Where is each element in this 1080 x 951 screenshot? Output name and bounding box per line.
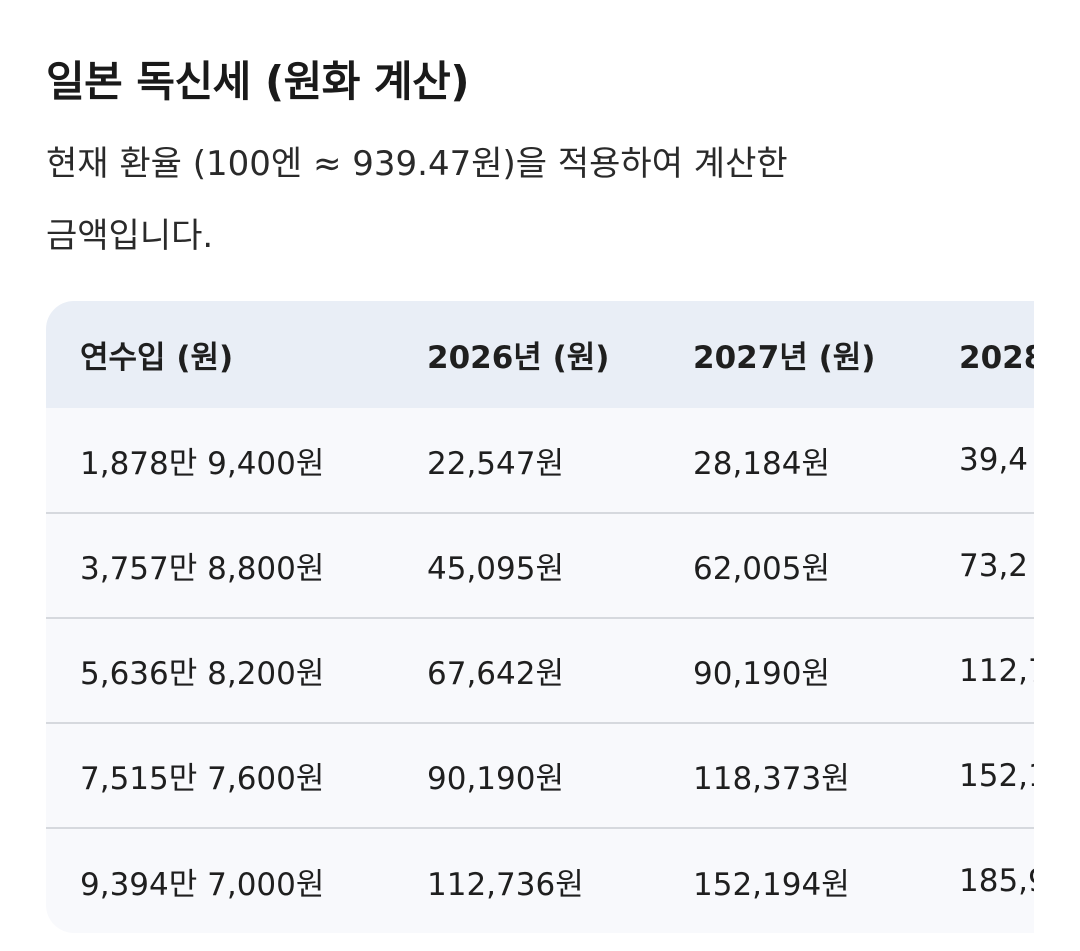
cell-2028: 185,9: [959, 863, 1034, 899]
cell-2026: 90,190원: [427, 761, 564, 797]
table-row: 9,394만 7,000원 112,736원 152,194원 185,9: [46, 828, 1034, 933]
cell-annual-income: 3,757만 8,800원: [80, 551, 325, 587]
cell-2028: 39,4: [959, 442, 1029, 478]
intro-text: 현재 환율 (100엔 ≈ 939.47원)을 적용하여 계산한 금액입니다.: [46, 128, 986, 272]
table-row: 5,636만 8,200원 67,642원 90,190원 112,7: [46, 618, 1034, 723]
tax-table-scroll-container[interactable]: 연수입 (원) 2026년 (원) 2027년 (원) 2028년 (원) 1,…: [46, 301, 1034, 933]
cell-annual-income: 5,636만 8,200원: [80, 656, 325, 692]
cell-2026: 112,736원: [427, 866, 584, 903]
cell-2028: 112,7: [959, 652, 1034, 689]
cell-annual-income: 9,394만 7,000원: [80, 866, 325, 903]
intro-line-2: 금액입니다.: [46, 216, 214, 256]
tax-table: 연수입 (원) 2026년 (원) 2027년 (원) 2028년 (원) 1,…: [46, 301, 1034, 933]
table-row: 3,757만 8,800원 45,095원 62,005원 73,2: [46, 513, 1034, 618]
cell-2027: 152,194원: [693, 866, 850, 903]
cell-annual-income: 7,515만 7,600원: [80, 761, 325, 797]
intro-line-1: 현재 환율 (100엔 ≈ 939.47원)을 적용하여 계산한: [46, 144, 788, 184]
cell-2028: 73,2: [959, 547, 1029, 584]
cell-2026: 22,547원: [427, 445, 564, 482]
cell-2026: 45,095원: [427, 551, 564, 587]
table-row: 1,878만 9,400원 22,547원 28,184원 39,4: [46, 408, 1034, 513]
cell-2026: 67,642원: [427, 656, 564, 692]
cell-annual-income: 1,878만 9,400원: [80, 445, 325, 482]
header-2026: 2026년 (원): [427, 340, 610, 376]
cell-2027: 62,005원: [693, 551, 830, 587]
cell-2027: 28,184원: [693, 445, 830, 482]
cell-2028: 152,1: [959, 757, 1034, 794]
page-title: 일본 독신세 (원화 계산): [46, 57, 470, 107]
table-header-row: 연수입 (원) 2026년 (원) 2027년 (원) 2028년 (원): [46, 301, 1034, 408]
header-annual-income: 연수입 (원): [80, 340, 234, 376]
table-row: 7,515만 7,600원 90,190원 118,373원 152,1: [46, 723, 1034, 828]
header-2027: 2027년 (원): [693, 340, 876, 376]
cell-2027: 118,373원: [693, 761, 850, 797]
cell-2027: 90,190원: [693, 656, 830, 692]
header-2028: 2028년 (원): [959, 340, 1034, 376]
